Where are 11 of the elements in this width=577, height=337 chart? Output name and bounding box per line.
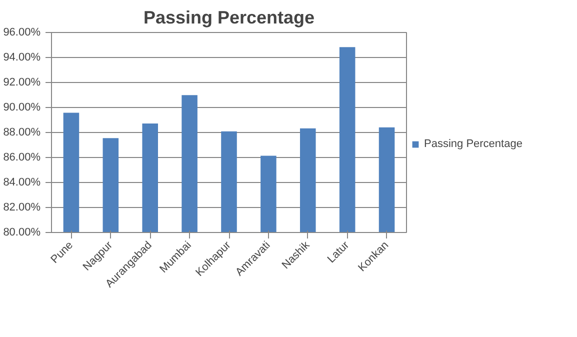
chart-title: Passing Percentage	[143, 8, 315, 28]
y-tick-label: 96.00%	[3, 26, 41, 38]
y-tick-label: 80.00%	[3, 226, 41, 238]
y-tick-label: 92.00%	[3, 76, 41, 88]
y-tick-label: 90.00%	[3, 102, 41, 114]
y-tick-label: 84.00%	[3, 176, 41, 188]
y-tick-label: 82.00%	[3, 202, 41, 214]
y-tick-label: 86.00%	[3, 152, 41, 164]
y-tick-label: 88.00%	[3, 126, 41, 138]
y-tick-label: 94.00%	[3, 52, 41, 64]
legend-label: Passing Percentage	[424, 138, 522, 150]
